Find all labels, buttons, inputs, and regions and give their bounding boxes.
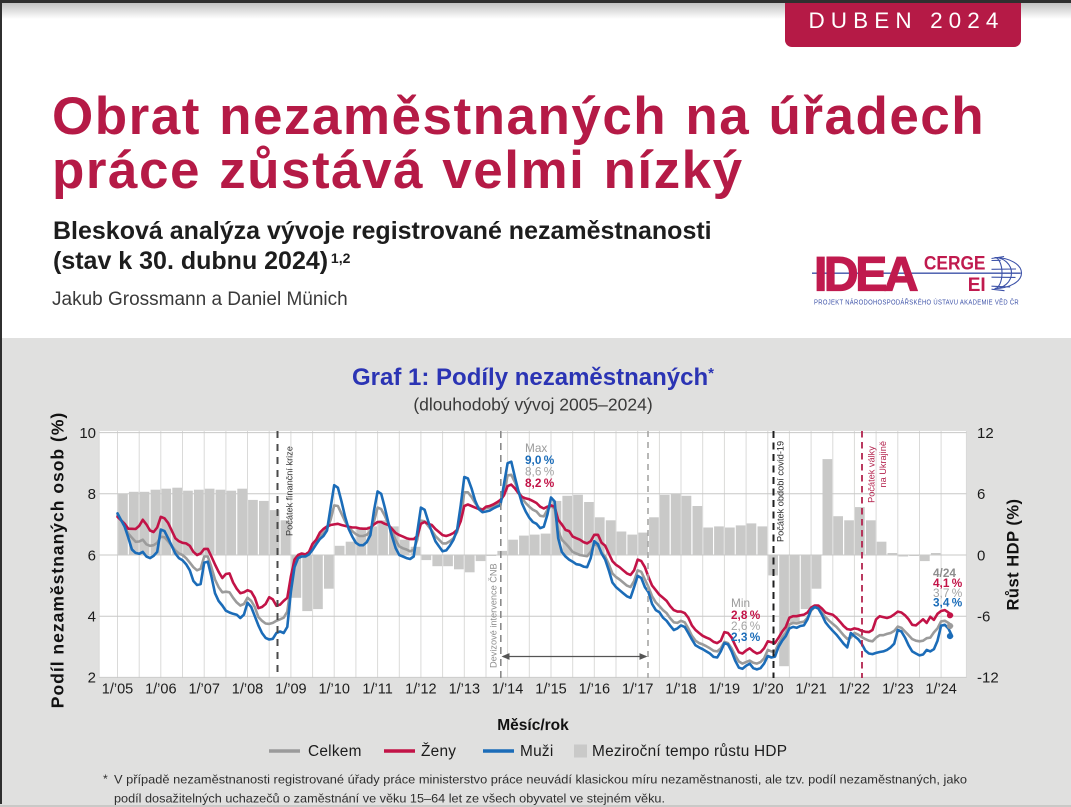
svg-text:1/’05: 1/’05: [102, 682, 133, 698]
svg-text:1/’20: 1/’20: [752, 682, 783, 698]
svg-text:1/’16: 1/’16: [579, 682, 610, 698]
svg-text:podíl dosažitelných uchazečů o: podíl dosažitelných uchazečů o zaměstnán…: [114, 792, 665, 806]
svg-text:1/’09: 1/’09: [275, 682, 306, 698]
svg-text:3,7 %: 3,7 %: [933, 586, 963, 600]
svg-text:Celkem: Celkem: [308, 743, 362, 760]
svg-text:9,0 %: 9,0 %: [525, 453, 555, 467]
svg-text:10: 10: [79, 425, 96, 442]
svg-text:12: 12: [977, 425, 994, 442]
svg-text:(dlouhodobý vývoj 2005–2024): (dlouhodobý vývoj 2005–2024): [413, 395, 652, 415]
svg-text:3,4 %: 3,4 %: [933, 596, 963, 610]
svg-text:1/’14: 1/’14: [492, 682, 523, 698]
svg-text:1/’07: 1/’07: [188, 682, 219, 698]
svg-text:2,8 %: 2,8 %: [731, 608, 761, 622]
svg-text:EI: EI: [968, 275, 986, 296]
svg-text:Min: Min: [731, 596, 750, 610]
svg-text:Podíl nezaměstnaných osob (%): Podíl nezaměstnaných osob (%): [48, 412, 68, 708]
svg-text:CERGE: CERGE: [924, 252, 986, 274]
svg-text:Růst HDP (%): Růst HDP (%): [1005, 498, 1023, 610]
svg-text:1/’08: 1/’08: [232, 682, 263, 698]
svg-text:PROJEKT NÁRODOHOSPODÁŘSKÉHO ÚS: PROJEKT NÁRODOHOSPODÁŘSKÉHO ÚSTAVU AKADE…: [814, 298, 1019, 307]
svg-text:1/’13: 1/’13: [449, 682, 480, 698]
svg-text:Počátek období covid-19: Počátek období covid-19: [776, 441, 786, 542]
svg-text:IDEA: IDEA: [814, 248, 918, 301]
svg-text:Graf 1: Podíly nezaměstnaných*: Graf 1: Podíly nezaměstnaných*: [352, 364, 714, 391]
svg-text:1/’22: 1/’22: [839, 682, 870, 698]
svg-text:6: 6: [88, 547, 96, 564]
svg-text:4/24: 4/24: [933, 566, 956, 580]
svg-text:Max: Max: [525, 441, 547, 455]
svg-text:Počátek finanční krize: Počátek finanční krize: [285, 446, 295, 536]
svg-text:1/’12: 1/’12: [405, 682, 436, 698]
svg-text:1/’06: 1/’06: [145, 682, 176, 698]
svg-text:8,2 %: 8,2 %: [525, 476, 555, 490]
svg-text:4,1 %: 4,1 %: [933, 576, 963, 590]
svg-text:1/’17: 1/’17: [622, 682, 653, 698]
svg-text:*: *: [103, 772, 108, 786]
svg-text:0: 0: [977, 547, 985, 564]
svg-text:Muži: Muži: [520, 743, 554, 760]
svg-text:4: 4: [88, 609, 96, 626]
svg-text:8: 8: [88, 486, 96, 503]
svg-text:1/’23: 1/’23: [882, 682, 913, 698]
svg-text:1/’19: 1/’19: [709, 682, 740, 698]
svg-text:1/’10: 1/’10: [318, 682, 349, 698]
svg-text:Devizové intervence ČNB: Devizové intervence ČNB: [489, 563, 499, 668]
svg-text:1/’18: 1/’18: [665, 682, 696, 698]
svg-text:2,6 %: 2,6 %: [731, 619, 761, 633]
svg-text:2: 2: [88, 670, 96, 687]
svg-text:V případě nezaměstnanosti regi: V případě nezaměstnanosti registrované ú…: [114, 773, 967, 787]
svg-text:Meziroční tempo růstu HDP: Meziroční tempo růstu HDP: [592, 743, 787, 760]
svg-text:6: 6: [977, 486, 985, 503]
svg-text:2,3 %: 2,3 %: [731, 630, 761, 644]
svg-text:-12: -12: [977, 670, 999, 687]
svg-text:Počátek války: Počátek války: [867, 439, 877, 503]
svg-text:Ženy: Ženy: [421, 743, 456, 760]
svg-text:na Ukrajině: na Ukrajině: [878, 439, 888, 488]
svg-text:-6: -6: [977, 609, 990, 626]
svg-text:1/’15: 1/’15: [535, 682, 566, 698]
svg-text:1/’11: 1/’11: [362, 682, 392, 698]
svg-text:1/’21: 1/’21: [795, 682, 826, 698]
svg-text:8,6 %: 8,6 %: [525, 465, 555, 479]
svg-text:1/’24: 1/’24: [925, 682, 956, 698]
svg-text:Měsíc/rok: Měsíc/rok: [497, 717, 569, 734]
